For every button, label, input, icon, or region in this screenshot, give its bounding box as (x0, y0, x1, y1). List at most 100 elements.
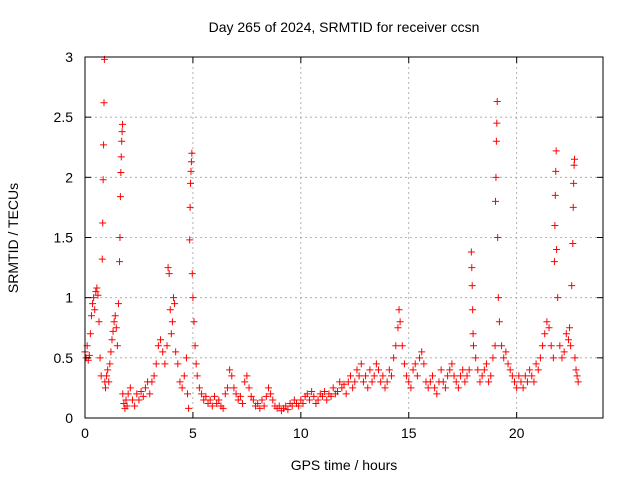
data-point (245, 384, 253, 392)
data-point (508, 372, 516, 380)
data-point (94, 291, 102, 299)
data-point (204, 400, 212, 408)
data-point (469, 306, 477, 314)
data-point (297, 396, 305, 404)
data-point (498, 342, 506, 350)
data-point (195, 384, 203, 392)
data-point (329, 384, 337, 392)
data-point (469, 330, 477, 338)
data-point (114, 300, 122, 308)
data-point (93, 284, 101, 292)
data-point (452, 378, 460, 386)
data-point (157, 336, 165, 344)
data-point (135, 396, 143, 404)
data-point (558, 354, 566, 362)
data-point (299, 400, 307, 408)
data-point (163, 342, 171, 350)
data-point (124, 390, 132, 398)
data-point (118, 128, 126, 136)
data-point (569, 203, 577, 211)
data-point (426, 378, 434, 386)
data-points (81, 55, 582, 415)
data-point (141, 384, 149, 392)
data-point (164, 264, 172, 272)
data-point (256, 404, 264, 412)
data-point (349, 384, 357, 392)
data-point (459, 366, 467, 374)
data-point (495, 318, 503, 326)
data-point (539, 342, 547, 350)
data-point (482, 360, 490, 368)
data-point (187, 179, 195, 187)
data-point (465, 366, 473, 374)
data-point (275, 402, 283, 410)
data-point (395, 306, 403, 314)
data-point (359, 378, 367, 386)
data-point (340, 380, 348, 388)
data-point (338, 384, 346, 392)
data-point (241, 378, 249, 386)
data-point (467, 248, 475, 256)
data-point (116, 258, 124, 266)
data-point (168, 318, 176, 326)
data-point (234, 396, 242, 404)
data-point (178, 384, 186, 392)
data-point (327, 392, 335, 400)
data-point (150, 372, 158, 380)
data-point (441, 384, 449, 392)
data-point (202, 392, 210, 400)
data-point (494, 234, 502, 241)
data-point (468, 282, 476, 290)
data-point (448, 360, 456, 368)
data-point (112, 324, 120, 332)
x-tick-label: 0 (81, 425, 89, 441)
data-point (159, 348, 167, 356)
y-tick-label: 0 (65, 410, 73, 426)
data-point (370, 372, 378, 380)
data-point (411, 360, 419, 368)
data-point (167, 330, 175, 338)
data-point (171, 300, 179, 308)
data-point (176, 378, 184, 386)
data-point (104, 366, 112, 374)
data-point (321, 388, 329, 396)
data-point (444, 372, 452, 380)
data-point (532, 360, 540, 368)
data-point (355, 372, 363, 380)
y-axis-label: SRMTID / TECUs (5, 183, 21, 293)
data-point (491, 342, 499, 350)
data-point (228, 372, 236, 380)
data-point (146, 390, 154, 398)
data-point (556, 342, 564, 350)
data-point (165, 270, 173, 278)
data-point (492, 137, 500, 145)
data-point (530, 378, 538, 386)
data-point (567, 342, 575, 350)
data-point (239, 400, 247, 408)
data-point (118, 137, 126, 145)
data-point (191, 342, 199, 350)
data-point (511, 378, 519, 386)
data-point (92, 288, 100, 296)
data-point (368, 378, 376, 386)
data-point (463, 372, 471, 380)
data-point (223, 384, 231, 392)
data-point (185, 404, 193, 412)
data-point (387, 372, 395, 380)
data-point (541, 330, 549, 338)
data-point (383, 378, 391, 386)
data-point (553, 246, 561, 254)
data-point (213, 400, 221, 408)
data-point (413, 372, 421, 380)
data-point (174, 360, 182, 368)
data-point (515, 372, 523, 380)
data-point (439, 378, 447, 386)
chart-title: Day 265 of 2024, SRMTID for receiver ccs… (209, 19, 480, 35)
data-point (102, 384, 110, 392)
data-point (161, 360, 169, 368)
data-point (572, 366, 580, 374)
data-point (357, 360, 365, 368)
data-point (180, 372, 188, 380)
data-point (342, 390, 350, 398)
